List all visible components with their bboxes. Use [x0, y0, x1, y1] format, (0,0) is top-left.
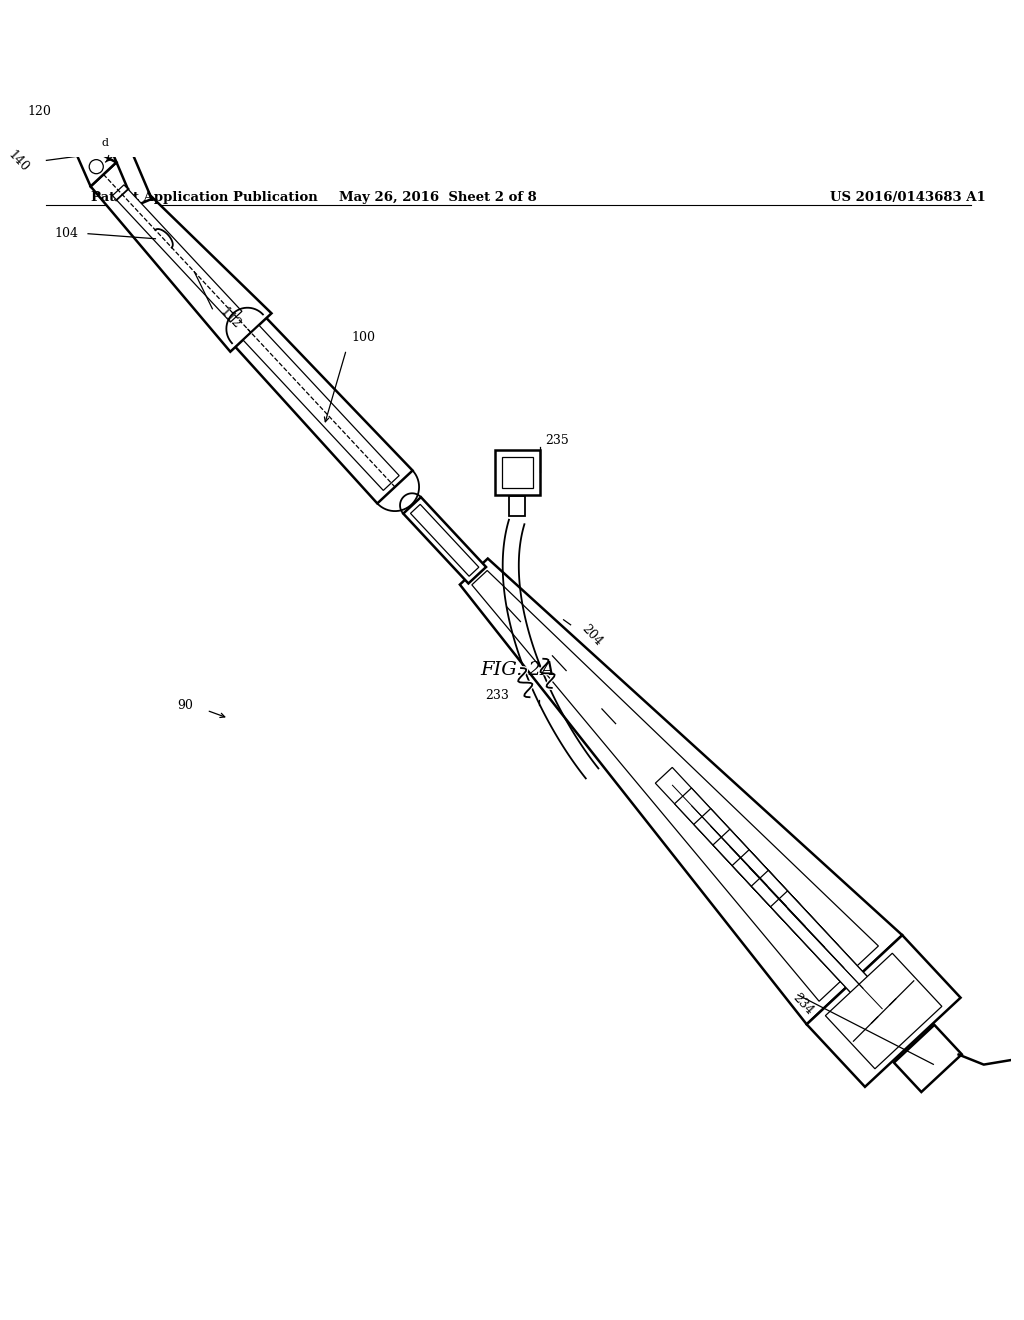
Polygon shape — [403, 498, 486, 583]
Text: 100: 100 — [351, 331, 376, 345]
Text: 90: 90 — [177, 698, 194, 711]
Polygon shape — [90, 162, 271, 351]
Text: 112: 112 — [217, 306, 243, 333]
Text: 204: 204 — [579, 622, 604, 648]
Polygon shape — [894, 1024, 962, 1092]
FancyBboxPatch shape — [495, 450, 540, 495]
Polygon shape — [460, 558, 902, 1024]
Text: 104: 104 — [54, 227, 78, 240]
Polygon shape — [509, 496, 524, 516]
Polygon shape — [807, 935, 961, 1086]
Text: FIG. 2A: FIG. 2A — [480, 661, 556, 678]
Polygon shape — [113, 185, 242, 322]
Polygon shape — [771, 891, 896, 1023]
Polygon shape — [825, 953, 942, 1069]
Polygon shape — [732, 850, 857, 982]
Text: Patent Application Publication: Patent Application Publication — [91, 191, 317, 205]
Text: d: d — [101, 139, 109, 148]
Polygon shape — [655, 767, 780, 899]
Text: May 26, 2016  Sheet 2 of 8: May 26, 2016 Sheet 2 of 8 — [339, 191, 537, 205]
Polygon shape — [693, 809, 819, 941]
FancyBboxPatch shape — [502, 457, 532, 488]
Text: 140: 140 — [5, 148, 32, 174]
Polygon shape — [713, 829, 839, 961]
Text: US 2016/0143683 A1: US 2016/0143683 A1 — [830, 191, 986, 205]
Polygon shape — [411, 504, 479, 577]
Text: 235: 235 — [545, 434, 568, 447]
Polygon shape — [752, 870, 877, 1002]
Polygon shape — [70, 139, 117, 186]
Polygon shape — [74, 55, 152, 206]
Text: 233: 233 — [485, 689, 509, 702]
Polygon shape — [472, 570, 879, 1002]
Text: 120: 120 — [28, 104, 51, 117]
Text: 234: 234 — [790, 991, 816, 1018]
Polygon shape — [232, 314, 413, 503]
Polygon shape — [675, 788, 800, 920]
Polygon shape — [244, 326, 399, 491]
Circle shape — [89, 160, 103, 174]
